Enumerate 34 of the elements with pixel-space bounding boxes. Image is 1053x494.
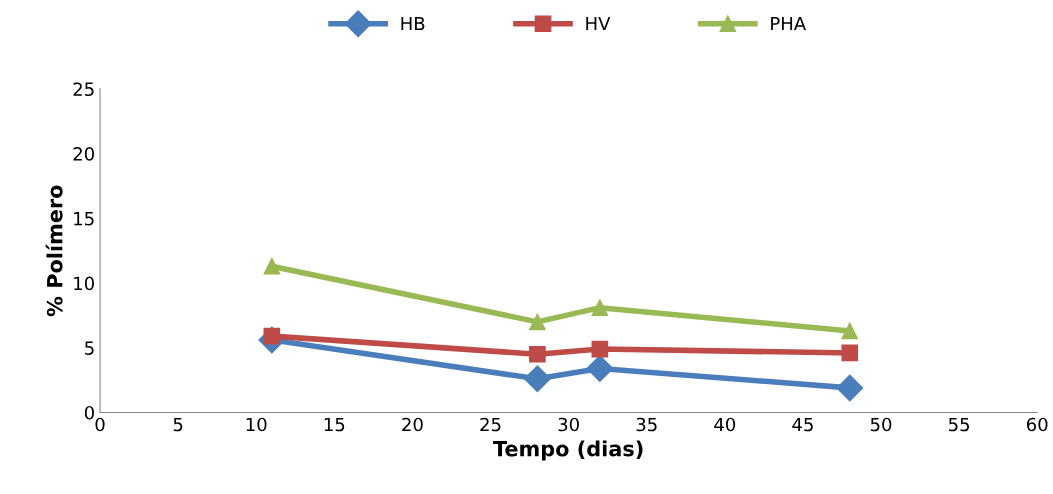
x-tick-label: 25	[480, 417, 501, 432]
point	[523, 365, 551, 393]
y-tick-label: 25	[73, 82, 94, 97]
x-tick-label: 5	[173, 417, 183, 432]
x-tick-label: 0	[95, 417, 105, 432]
legend-label: HB	[401, 16, 425, 31]
point	[263, 257, 281, 275]
point	[836, 374, 864, 402]
y-tick-label: 10	[74, 276, 94, 291]
y-tick-label: 20	[73, 147, 94, 161]
y-tick-label: 0	[84, 405, 94, 420]
legend-label: PHA	[771, 16, 807, 31]
x-tick-label: 30	[558, 417, 579, 432]
y-tick-label: 5	[85, 341, 94, 355]
x-tick-label: 35	[636, 417, 657, 432]
x-tick-label: 50	[870, 417, 892, 432]
x-tick-label: 10	[246, 417, 267, 432]
x-tick-label: 40	[714, 417, 736, 432]
point	[586, 355, 614, 382]
y-tick-label: 15	[74, 212, 94, 226]
point	[841, 322, 859, 340]
point	[591, 299, 609, 316]
legend-label: HV	[586, 16, 611, 31]
point	[529, 313, 546, 331]
x-tick-label: 15	[324, 417, 345, 432]
x-tick-label: 45	[792, 417, 813, 432]
x-axis-title: Tempo (dias)	[493, 440, 643, 461]
point	[591, 340, 609, 358]
point	[529, 345, 546, 363]
y-axis-title: % Polímero	[45, 185, 63, 317]
x-tick-label: 55	[949, 417, 970, 432]
point	[841, 344, 859, 362]
x-tick-label: 20	[402, 417, 423, 432]
x-tick-label: 60	[1026, 417, 1048, 432]
